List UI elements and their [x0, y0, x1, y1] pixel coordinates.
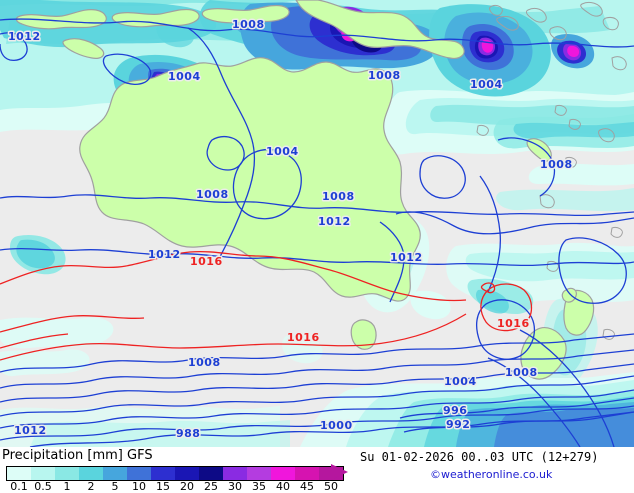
isobar-label-1012: 1012 [390, 251, 423, 264]
colorbar-tick-labels: 0.1 0.5 1 2 5 10 15 20 25 30 35 40 45 50 [0, 480, 360, 493]
isobar-label-1008: 1008 [322, 190, 355, 203]
isobar-label-996: 996 [443, 404, 467, 417]
colorbar-swatch-1 [55, 467, 79, 480]
colorbar-tick-0.5: 0.5 [34, 480, 52, 493]
colorbar-swatch-20 [175, 467, 199, 480]
isobar-label-1008: 1008 [540, 158, 573, 171]
isobar-label-1016: 1016 [497, 317, 530, 330]
colorbar-swatch-0.5 [31, 467, 55, 480]
colorbar-swatch-10 [127, 467, 151, 480]
isobar-label-1008: 1008 [188, 356, 221, 369]
isobar-label-1004: 1004 [470, 78, 503, 91]
colorbar-tick-0.1: 0.1 [10, 480, 28, 493]
colorbar-tick-20: 20 [180, 480, 194, 493]
new-guinea [295, 0, 465, 59]
isobar-label-992: 992 [446, 418, 470, 431]
isobar-label-1008: 1008 [196, 188, 229, 201]
colorbar-swatch-40 [271, 467, 295, 480]
island-outline-layer [476, 1, 627, 340]
colorbar-tick-40: 40 [276, 480, 290, 493]
colorbar-swatch-0.1 [7, 467, 31, 480]
colorbar-tick-30: 30 [228, 480, 242, 493]
colorbar-tick-25: 25 [204, 480, 218, 493]
colorbar-overflow-arrow [331, 464, 348, 480]
colorbar-swatch-25 [199, 467, 223, 480]
precipitation-map[interactable]: 1012 1008 1004 1008 1004 1008 1004 1008 1008 1012… [0, 0, 634, 447]
java-east [62, 38, 105, 59]
colorbar-tick-2: 2 [87, 480, 95, 493]
isobar-label-1008: 1008 [368, 69, 401, 82]
isobar-label-1012: 1012 [8, 30, 41, 43]
australia-mainland [79, 57, 421, 302]
isobar-label-1004: 1004 [444, 375, 477, 388]
isobar-layer-high [0, 250, 533, 361]
colorbar-swatch-30 [223, 467, 247, 480]
isobar-label-1012: 1012 [148, 248, 181, 261]
tasmania [350, 319, 377, 350]
colorbar-swatch-5 [103, 467, 127, 480]
isobar-label-988: 988 [176, 427, 200, 440]
isobar-layer-low [0, 18, 634, 447]
forecast-timestamp: Su 01-02-2026 00..03 UTC (12+279) [360, 450, 599, 464]
isobar-label-1012: 1012 [318, 215, 351, 228]
colorbar-swatch-45 [295, 467, 319, 480]
indonesia-west [15, 9, 107, 30]
isobar-label-1008: 1008 [232, 18, 265, 31]
timor [201, 4, 290, 24]
isobar-label-1000: 1000 [320, 419, 353, 432]
precipitation-colorbar[interactable] [6, 466, 344, 481]
isobar-labels: 1012 1008 1004 1008 1004 1008 1004 1008 1008 1012… [7, 17, 574, 442]
isobar-label-1016: 1016 [287, 331, 320, 344]
colorbar-tick-50: 50 [324, 480, 338, 493]
colorbar-swatch-35 [247, 467, 271, 480]
footer-bar: Precipitation [mm] GFS Su 01-02-2026 00.… [0, 447, 634, 493]
colorbar-tick-35: 35 [252, 480, 266, 493]
colorbar-tick-10: 10 [132, 480, 146, 493]
nz-northland [561, 287, 577, 303]
isobar-label-1012: 1012 [14, 424, 47, 437]
map-canvas: 1012 1008 1004 1008 1004 1008 1004 1008 1008 1012… [0, 0, 634, 447]
new-caledonia [526, 138, 552, 162]
isobar-label-1008: 1008 [505, 366, 538, 379]
colorbar-tick-1: 1 [63, 480, 71, 493]
legend-title: Precipitation [mm] GFS [2, 448, 153, 463]
colorbar-swatch-15 [151, 467, 175, 480]
colorbar-tick-5: 5 [111, 480, 119, 493]
colorbar-tick-15: 15 [156, 480, 170, 493]
colorbar-swatch-2 [79, 467, 103, 480]
isobar-label-1016: 1016 [190, 255, 223, 268]
isobar-label-1004: 1004 [266, 145, 299, 158]
isobar-label-1004: 1004 [168, 70, 201, 83]
colorbar-tick-45: 45 [300, 480, 314, 493]
copyright-credit: ©weatheronline.co.uk [430, 468, 553, 481]
